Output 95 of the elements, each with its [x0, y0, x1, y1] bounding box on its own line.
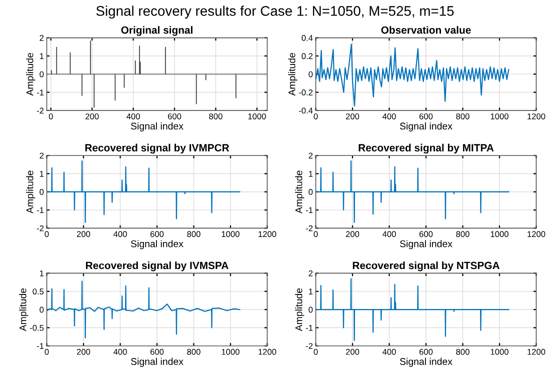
- x-tick-label: 200: [86, 113, 99, 120]
- x-tick-label: 200: [76, 348, 90, 355]
- x-tick-label: 600: [419, 231, 433, 238]
- line-series: [316, 44, 510, 106]
- x-tick-label: 200: [346, 231, 360, 238]
- x-tick-label: 1200: [528, 348, 546, 355]
- y-tick-label: -1: [36, 343, 44, 349]
- x-tick-label: 600: [419, 348, 433, 355]
- y-tick-label: 2: [308, 152, 313, 159]
- x-tick-label: 0: [44, 348, 49, 355]
- x-tick-label: 1200: [528, 113, 546, 120]
- x-tick-label: 1200: [258, 231, 276, 238]
- y-tick-label: -2: [306, 225, 313, 232]
- x-tick-label: 400: [113, 348, 127, 355]
- y-tick-label: -1: [36, 90, 44, 96]
- x-tick-label: 1000: [490, 113, 508, 120]
- y-tick-label: -1: [306, 324, 313, 331]
- x-tick-label: 0: [314, 113, 318, 120]
- text: Signal recovery results for Case 1: N=1050, M=525, m=15: [96, 6, 454, 19]
- y-tick-label: 1: [308, 170, 313, 177]
- x-tick-label: 800: [456, 348, 470, 355]
- y-tick-label: 1: [40, 170, 44, 177]
- chart-title: Recovered signal by IVMSPA: [86, 261, 228, 272]
- x-tick-label: 0: [44, 231, 49, 238]
- x-tick-label: 800: [456, 113, 470, 120]
- x-tick-label: 600: [168, 113, 182, 120]
- y-tick-label: 2: [40, 35, 44, 41]
- x-tick-label: 0: [314, 348, 318, 355]
- line-series: [316, 278, 510, 341]
- y-tick-label: 1: [308, 288, 313, 294]
- y-tick-label: -0.4: [298, 108, 313, 114]
- x-tick-label: 1000: [490, 348, 508, 355]
- line-series: [46, 160, 240, 223]
- y-tick-label: 0: [308, 306, 313, 313]
- x-axis-title: Signal index: [130, 122, 184, 132]
- x-tick-label: 800: [187, 348, 200, 355]
- y-tick-label: -0.5: [30, 324, 44, 331]
- chart-title: Observation value: [381, 26, 471, 34]
- y-axis-title: Amplitude: [26, 170, 36, 214]
- y-axis-title: Amplitude: [288, 52, 298, 96]
- x-tick-label: 600: [419, 113, 433, 120]
- y-tick-label: 2: [308, 270, 313, 276]
- x-tick-label: 800: [456, 231, 470, 238]
- y-tick-label: -1: [306, 207, 313, 214]
- y-tick-label: -2: [36, 225, 44, 232]
- y-tick-label: 0: [40, 306, 44, 313]
- y-axis-title: Amplitude: [295, 170, 304, 214]
- x-tick-label: 1200: [528, 231, 546, 238]
- x-tick-label: 600: [150, 348, 164, 355]
- y-tick-label: 0: [308, 71, 313, 78]
- y-tick-label: 0: [308, 189, 313, 195]
- chart-title: Recovered signal by IVMPCR: [85, 144, 230, 154]
- y-tick-label: -2: [306, 343, 313, 349]
- y-tick-label: 0.5: [32, 288, 44, 294]
- x-tick-label: 400: [113, 231, 127, 238]
- x-tick-label: 600: [150, 231, 164, 238]
- x-axis-title: Signal index: [400, 358, 452, 367]
- x-tick-label: 400: [382, 231, 396, 238]
- x-tick-label: 400: [382, 348, 396, 355]
- x-tick-label: 400: [126, 113, 140, 120]
- y-axis-title: Amplitude: [19, 288, 28, 332]
- x-axis-title: Signal index: [130, 358, 184, 367]
- y-tick-label: -2: [36, 108, 44, 114]
- x-axis-title: Signal index: [400, 240, 452, 250]
- x-tick-label: 1000: [222, 348, 240, 355]
- y-tick-label: 0.2: [302, 53, 313, 60]
- x-tick-label: 0: [48, 113, 53, 120]
- y-tick-label: 1: [40, 53, 44, 59]
- y-tick-label: 1: [40, 270, 44, 276]
- x-tick-label: 400: [382, 113, 396, 120]
- line-series: [46, 280, 240, 338]
- x-tick-label: 0: [314, 231, 318, 238]
- x-tick-label: 1000: [222, 231, 240, 238]
- x-tick-label: 1000: [490, 231, 508, 238]
- chart-title: Recovered signal by MITPA: [358, 144, 494, 154]
- chart-title: Original signal: [121, 26, 192, 36]
- chart-title: Recovered signal by NTSPGA: [352, 261, 500, 272]
- x-tick-label: 1200: [258, 348, 276, 355]
- y-tick-label: 0.4: [302, 35, 313, 41]
- x-tick-label: 200: [76, 231, 90, 238]
- y-tick-label: -1: [36, 207, 44, 214]
- x-tick-label: 200: [346, 348, 360, 355]
- x-tick-label: 200: [346, 113, 360, 120]
- line-series: [316, 160, 510, 223]
- y-tick-label: 0: [40, 71, 44, 78]
- x-tick-label: 1000: [248, 113, 266, 120]
- x-tick-label: 800: [187, 231, 200, 238]
- y-axis-title: Amplitude: [295, 288, 304, 332]
- y-axis-title: Amplitude: [26, 52, 36, 96]
- x-axis-title: Signal index: [130, 240, 184, 250]
- x-tick-label: 800: [209, 113, 222, 120]
- y-tick-label: 0: [40, 189, 44, 195]
- y-tick-label: 2: [40, 152, 44, 159]
- y-tick-label: -0.2: [298, 89, 313, 96]
- x-axis-title: Signal index: [400, 122, 452, 132]
